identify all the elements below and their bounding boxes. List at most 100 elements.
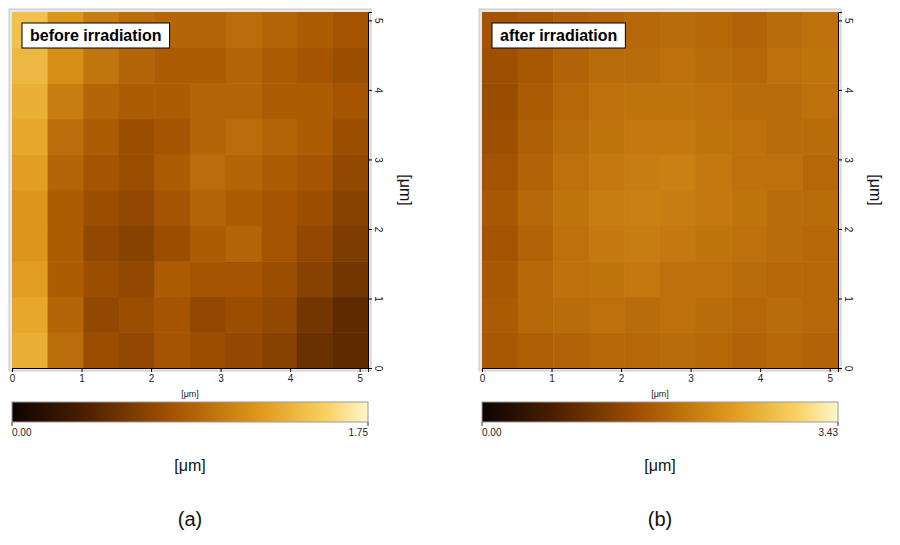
heatmap-cell — [482, 261, 518, 297]
y-tick-mark — [838, 298, 842, 299]
heatmap-cell — [48, 226, 84, 262]
heatmap-cell — [48, 261, 84, 297]
heatmap-cell — [48, 119, 84, 155]
y-tick-mark — [368, 20, 372, 21]
heatmap-cell — [332, 297, 368, 333]
x-axis-line — [13, 369, 369, 373]
heatmap-cell — [518, 119, 554, 155]
heatmap-cell — [261, 332, 297, 368]
y-tick: 3 — [838, 157, 854, 163]
y-axis: 012345 — [368, 13, 384, 372]
heatmap-cell — [767, 261, 803, 297]
heatmap-cell — [332, 48, 368, 84]
heatmap-cell — [482, 297, 518, 333]
x-tick-label: 5 — [357, 373, 363, 384]
heatmap-cell — [297, 261, 333, 297]
y-tick-label: 5 — [843, 18, 854, 24]
heatmap-cell — [660, 261, 696, 297]
heatmap-cell — [802, 226, 838, 262]
heatmap-cell — [226, 48, 262, 84]
y-tick-mark — [838, 229, 842, 230]
heatmap-cell — [297, 119, 333, 155]
heatmap-cell — [767, 119, 803, 155]
title: after irradiation — [500, 27, 617, 44]
plot-frame — [479, 9, 841, 371]
x-tick-mark — [151, 368, 152, 372]
heatmap-cell — [660, 12, 696, 48]
heatmap-cell — [226, 297, 262, 333]
heatmap-cell — [332, 190, 368, 226]
x-tick-mark — [691, 368, 692, 372]
heatmap-cell — [154, 190, 190, 226]
heatmap-cell — [589, 226, 625, 262]
panel-caption: (b) — [648, 508, 672, 530]
heatmap-cell — [12, 119, 48, 155]
y-tick-label: 5 — [373, 18, 384, 24]
y-tick-mark — [838, 90, 842, 91]
heatmap-cell — [660, 154, 696, 190]
y-tick-mark — [838, 159, 842, 160]
heatmap-cell — [226, 190, 262, 226]
heatmap-cell — [767, 154, 803, 190]
heatmap-cell — [731, 48, 767, 84]
heatmap-cell — [12, 332, 48, 368]
heatmap-cell — [48, 297, 84, 333]
heatmap-cell — [83, 119, 119, 155]
heatmap-cell — [119, 261, 155, 297]
heatmap-cell — [482, 190, 518, 226]
y-tick: 0 — [838, 366, 854, 372]
x-axis-line — [483, 369, 839, 373]
heatmap-cell — [767, 190, 803, 226]
heatmap-cell — [48, 154, 84, 190]
x-tick-label: 2 — [619, 373, 625, 384]
heatmap-cell — [660, 48, 696, 84]
heatmap-cell — [518, 261, 554, 297]
heatmap-cell — [624, 261, 660, 297]
x-tick-mark — [82, 368, 83, 372]
x-tick-mark — [830, 368, 831, 372]
heatmap-cell — [518, 226, 554, 262]
heatmap-cell — [731, 190, 767, 226]
colorbar-tick — [368, 422, 369, 426]
heatmap-cell — [154, 154, 190, 190]
colorbar — [12, 402, 368, 422]
heatmap-cell — [553, 119, 589, 155]
x-axis: 012345 — [480, 368, 839, 384]
heatmap-cell — [767, 83, 803, 119]
heatmap-cell — [190, 190, 226, 226]
x-axis-title: [μm] — [651, 389, 669, 399]
heatmap-cell — [297, 12, 333, 48]
title: before irradiation — [30, 27, 162, 44]
heatmap-cell — [624, 154, 660, 190]
x-tick-label: 2 — [149, 373, 155, 384]
heatmap-cell — [226, 119, 262, 155]
heatmap-cell — [261, 119, 297, 155]
y-tick-label: 4 — [843, 88, 854, 94]
heatmap-cell — [802, 119, 838, 155]
heatmap-cell — [518, 154, 554, 190]
heatmap-cell — [589, 261, 625, 297]
heatmap-cell — [767, 48, 803, 84]
heatmap-cell — [119, 226, 155, 262]
heatmap-cell — [48, 332, 84, 368]
heatmap-cell — [731, 297, 767, 333]
heatmap-cell — [190, 261, 226, 297]
heatmap-cell — [12, 154, 48, 190]
x-tick: 3 — [218, 368, 224, 384]
x-tick: 2 — [149, 368, 155, 384]
heatmap-cell — [83, 83, 119, 119]
x-tick: 2 — [619, 368, 625, 384]
heatmap-cell — [261, 297, 297, 333]
heatmap-cell — [83, 226, 119, 262]
heatmap-cell — [624, 190, 660, 226]
heatmap-cell — [119, 119, 155, 155]
colorbar-tick-label: 0.00 — [482, 427, 502, 438]
heatmap-cell — [119, 48, 155, 84]
y-axis-title: [μm] — [397, 174, 414, 205]
heatmap-cell — [589, 48, 625, 84]
heatmap-cell — [553, 48, 589, 84]
y-tick: 1 — [838, 296, 854, 302]
x-tick-mark — [482, 368, 483, 372]
heatmap-cell — [660, 297, 696, 333]
heatmap-cell — [553, 332, 589, 368]
